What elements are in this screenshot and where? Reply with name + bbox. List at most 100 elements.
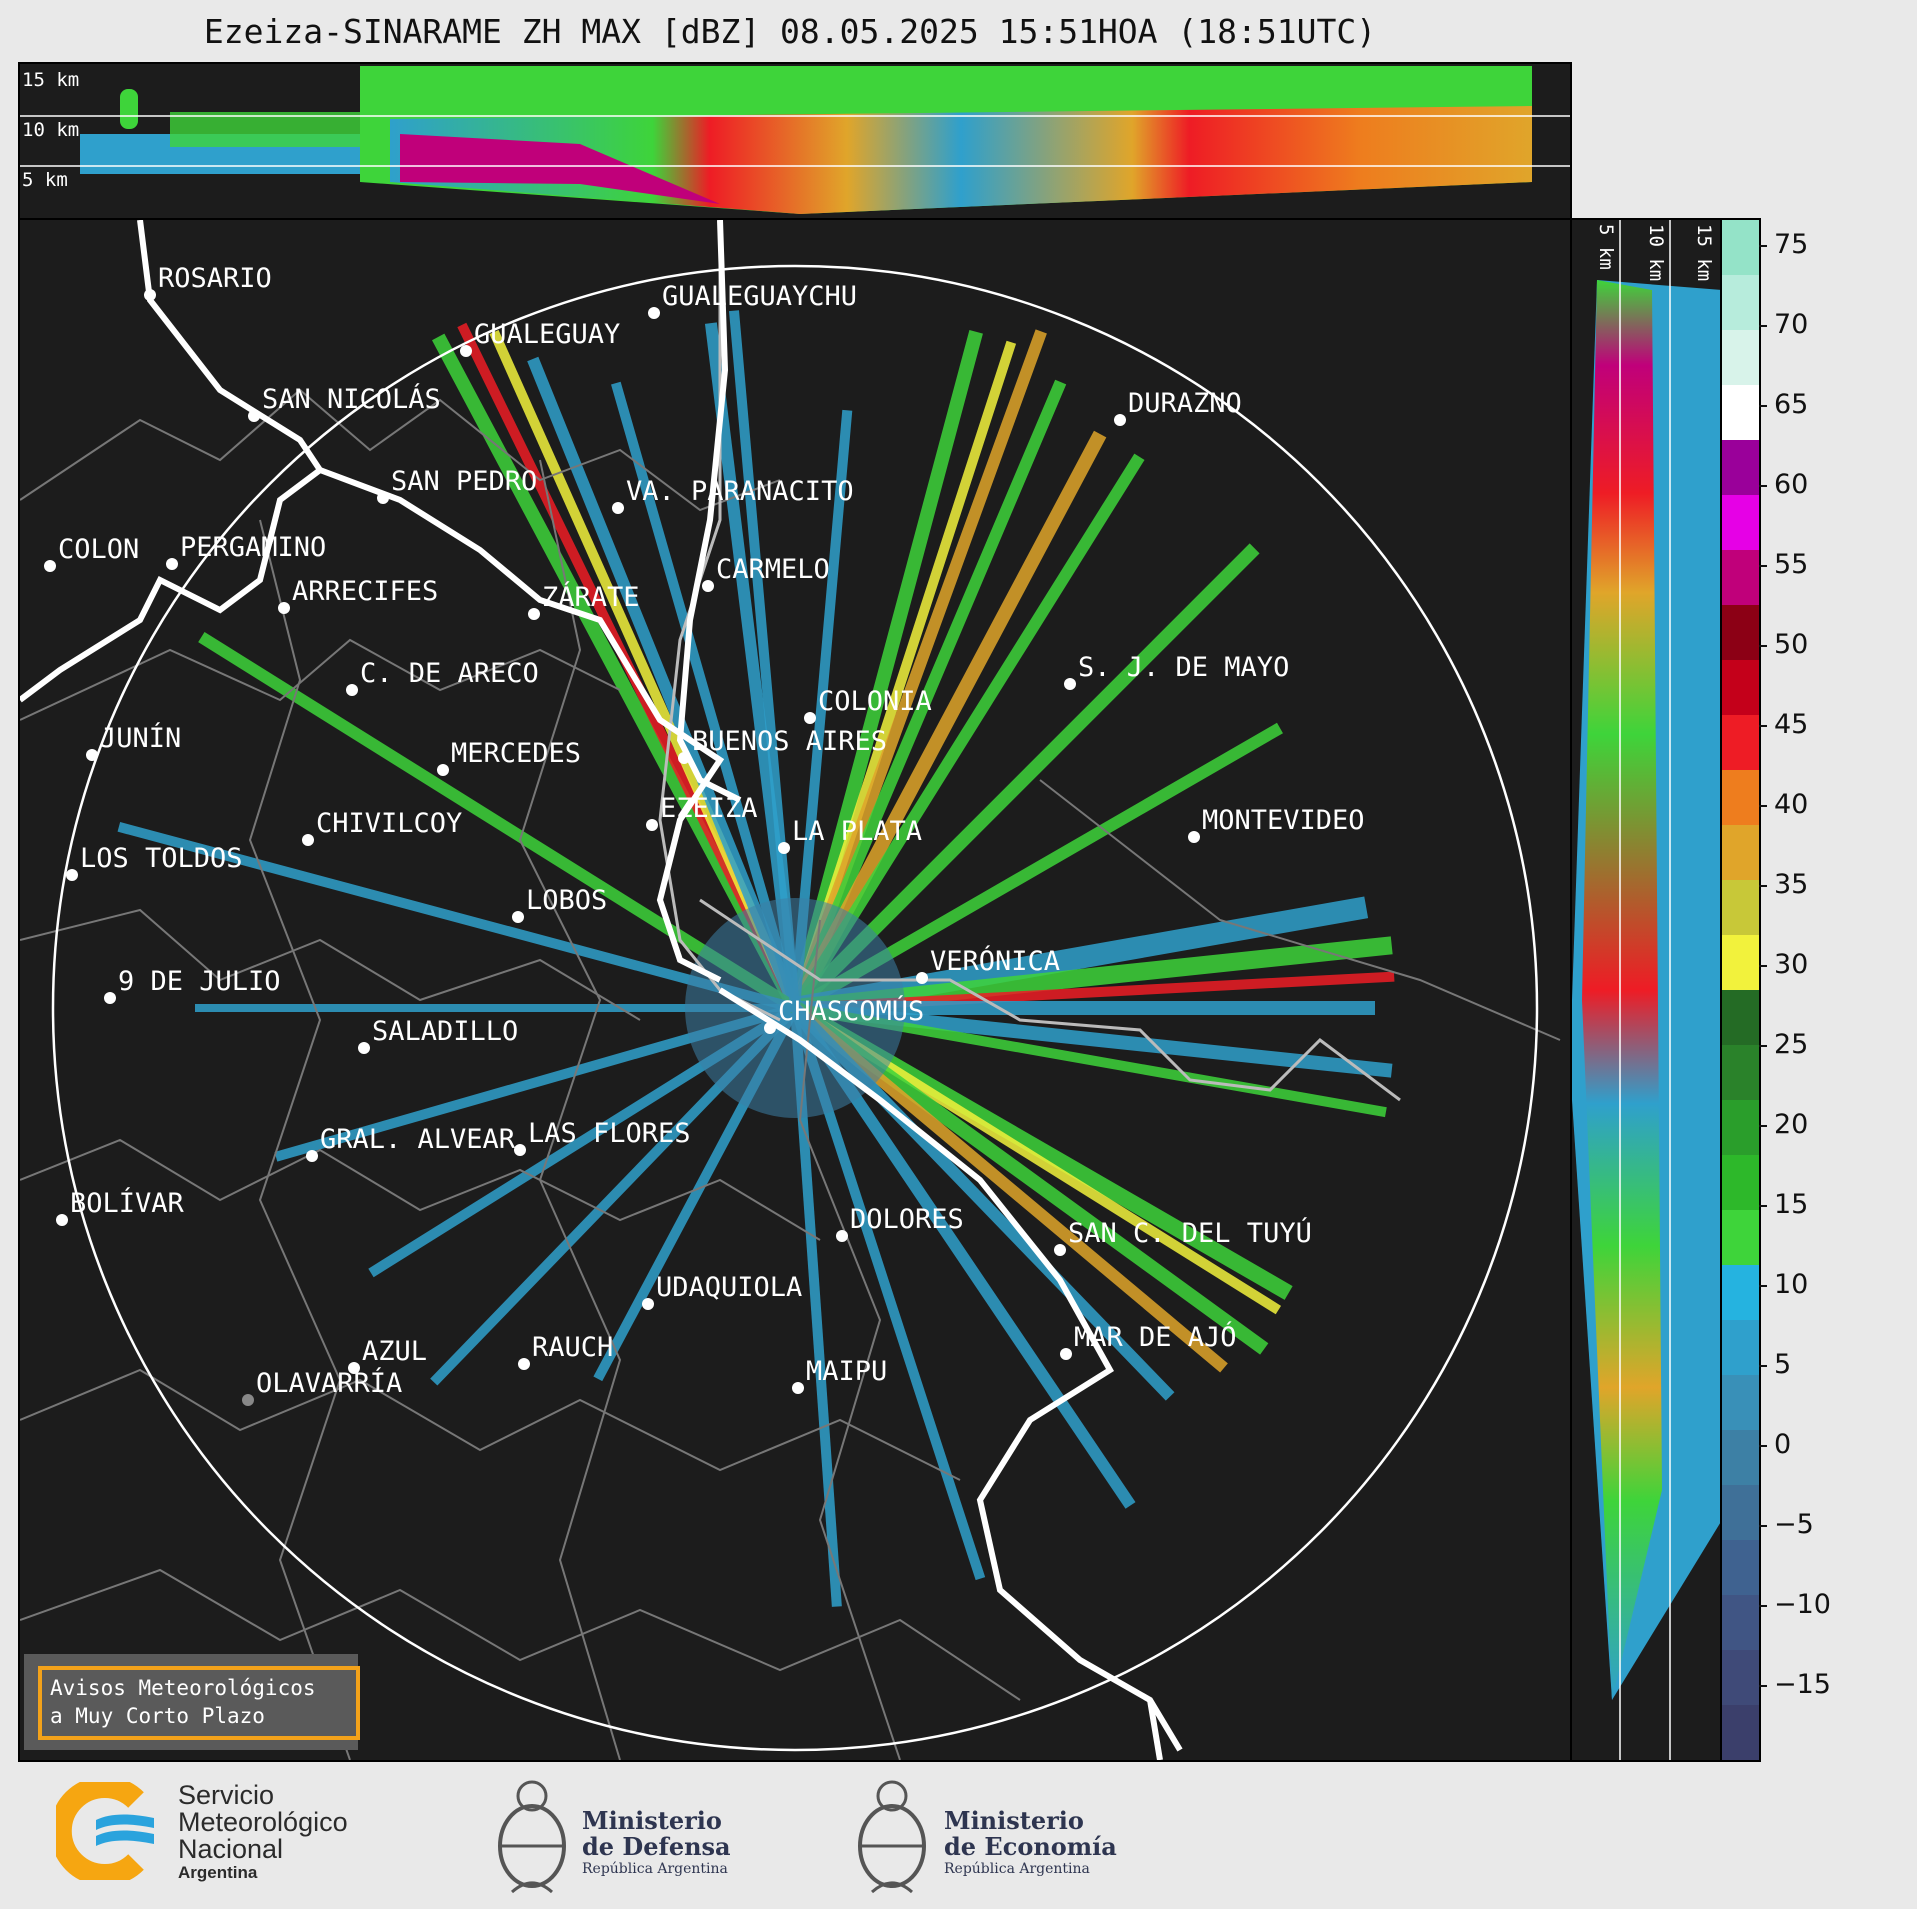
colorbar-tick-label: 35 bbox=[1774, 869, 1809, 900]
city-marker[interactable] bbox=[646, 819, 658, 831]
colorbar-tick-label: 70 bbox=[1774, 309, 1809, 340]
colorbar-segment bbox=[1722, 1154, 1759, 1210]
colorbar-segment bbox=[1722, 1209, 1759, 1265]
city-label: ARRECIFES bbox=[292, 576, 438, 607]
defensa-shield-icon bbox=[498, 1780, 566, 1894]
city-label: SAN PEDRO bbox=[391, 466, 537, 497]
reflectivity-ray bbox=[729, 310, 800, 1009]
city-label: GRAL. ALVEAR bbox=[320, 1124, 516, 1155]
colorbar-tick-mark bbox=[1759, 1045, 1767, 1047]
city-marker[interactable] bbox=[358, 1042, 370, 1054]
colorbar-segment bbox=[1722, 494, 1759, 550]
city-label: CHASCOMÚS bbox=[778, 995, 924, 1027]
footer: Servicio Meteorológico Nacional Argentin… bbox=[0, 1760, 1917, 1909]
city-marker[interactable] bbox=[702, 580, 714, 592]
colorbar-tick-label: 60 bbox=[1774, 469, 1809, 500]
city-marker[interactable] bbox=[778, 842, 790, 854]
city-marker[interactable] bbox=[248, 410, 260, 422]
smn-name: Servicio Meteorológico Nacional Argentin… bbox=[178, 1782, 348, 1883]
city-label: VA. PARANACITO bbox=[626, 476, 854, 507]
colorbar-tick-mark bbox=[1759, 1605, 1767, 1607]
city-marker[interactable] bbox=[56, 1214, 68, 1226]
city-marker[interactable] bbox=[916, 972, 928, 984]
warning-box-frame[interactable]: Avisos Meteorológicos a Muy Corto Plazo bbox=[38, 1666, 360, 1740]
city-marker[interactable] bbox=[642, 1298, 654, 1310]
colorbar-segment bbox=[1722, 879, 1759, 935]
colorbar-segment bbox=[1722, 1539, 1759, 1595]
city-marker[interactable] bbox=[612, 502, 624, 514]
smn-line-2: Meteorológico bbox=[178, 1807, 348, 1837]
city-label: ZÁRATE bbox=[542, 581, 640, 613]
smn-line-1: Servicio bbox=[178, 1780, 275, 1810]
city-marker[interactable] bbox=[377, 492, 389, 504]
clutter-area bbox=[685, 898, 905, 1118]
colorbar-tick-label: 75 bbox=[1774, 229, 1809, 260]
city-marker[interactable] bbox=[302, 834, 314, 846]
city-marker[interactable] bbox=[804, 712, 816, 724]
colorbar-tick-label: 0 bbox=[1774, 1429, 1792, 1460]
warning-line-2: a Muy Corto Plazo bbox=[50, 1704, 265, 1728]
radar-map-svg[interactable]: ROSARIO GUALEGUAYCHU GUALEGUAY SAN NICOLÁS D… bbox=[20, 220, 1570, 1760]
colorbar-segment bbox=[1722, 934, 1759, 990]
city-marker[interactable] bbox=[460, 345, 472, 357]
colorbar-tick-mark bbox=[1759, 1525, 1767, 1527]
city-marker[interactable] bbox=[678, 752, 690, 764]
city-label: UDAQUIOLA bbox=[656, 1272, 802, 1303]
colorbar-segment bbox=[1722, 1099, 1759, 1155]
city-marker[interactable] bbox=[242, 1394, 254, 1406]
colorbar-tick-mark bbox=[1759, 805, 1767, 807]
city-marker[interactable] bbox=[764, 1022, 776, 1034]
city-marker[interactable] bbox=[306, 1150, 318, 1162]
city-marker[interactable] bbox=[648, 307, 660, 319]
colorbar-segment bbox=[1722, 1429, 1759, 1485]
city-marker[interactable] bbox=[278, 602, 290, 614]
colorbar-segment bbox=[1722, 989, 1759, 1045]
city-marker[interactable] bbox=[1064, 678, 1076, 690]
city-marker[interactable] bbox=[104, 992, 116, 1004]
city-marker[interactable] bbox=[66, 869, 78, 881]
smn-line-4: Argentina bbox=[178, 1863, 258, 1882]
defensa-name: Ministerio de Defensa República Argentin… bbox=[582, 1808, 731, 1878]
defensa-line-3: República Argentina bbox=[582, 1861, 728, 1877]
city-label: RAUCH bbox=[532, 1332, 613, 1363]
city-label: SALADILLO bbox=[372, 1016, 518, 1047]
city-label: LAS FLORES bbox=[528, 1118, 691, 1149]
city-marker[interactable] bbox=[836, 1230, 848, 1242]
economia-shield-icon bbox=[858, 1780, 926, 1894]
colorbar-tick-mark bbox=[1759, 1445, 1767, 1447]
page-title: Ezeiza-SINARAME ZH MAX [dBZ] 08.05.2025 … bbox=[203, 12, 1377, 51]
colorbar-segment bbox=[1722, 549, 1759, 605]
city-marker[interactable] bbox=[1188, 831, 1200, 843]
city-marker[interactable] bbox=[348, 1362, 360, 1374]
colorbar-tick-mark bbox=[1759, 325, 1767, 327]
city-label: MAIPU bbox=[806, 1356, 887, 1387]
city-marker[interactable] bbox=[512, 911, 524, 923]
colorbar-tick-mark bbox=[1759, 885, 1767, 887]
city-marker[interactable] bbox=[44, 560, 56, 572]
colorbar-tick-label: 5 bbox=[1774, 1349, 1792, 1380]
city-marker[interactable] bbox=[1114, 414, 1126, 426]
warning-box[interactable]: Avisos Meteorológicos a Muy Corto Plazo bbox=[24, 1654, 360, 1750]
city-marker[interactable] bbox=[144, 289, 156, 301]
economia-line-2: de Economía bbox=[944, 1832, 1117, 1861]
city-label: VERÓNICA bbox=[930, 945, 1060, 977]
colorbar-segment bbox=[1722, 714, 1759, 770]
colorbar-segment bbox=[1722, 219, 1759, 275]
radar-map-panel[interactable]: ROSARIO GUALEGUAYCHU GUALEGUAY SAN NICOLÁS D… bbox=[18, 218, 1572, 1762]
city-marker[interactable] bbox=[1060, 1348, 1072, 1360]
city-marker[interactable] bbox=[1054, 1244, 1066, 1256]
city-label: SAN NICOLÁS bbox=[262, 383, 441, 415]
city-marker[interactable] bbox=[86, 749, 98, 761]
city-marker[interactable] bbox=[437, 764, 449, 776]
city-marker[interactable] bbox=[166, 558, 178, 570]
city-label: AZUL bbox=[362, 1336, 427, 1367]
city-marker[interactable] bbox=[792, 1382, 804, 1394]
side-elevation-panel: 5 km 10 km 15 km bbox=[1570, 218, 1724, 1762]
top-height-15: 15 km bbox=[22, 69, 79, 91]
city-marker[interactable] bbox=[514, 1144, 526, 1156]
colorbar-tick-label: −5 bbox=[1774, 1509, 1814, 1540]
city-label: SAN C. DEL TUYÚ bbox=[1068, 1217, 1312, 1249]
city-marker[interactable] bbox=[346, 684, 358, 696]
city-marker[interactable] bbox=[518, 1358, 530, 1370]
city-marker[interactable] bbox=[528, 608, 540, 620]
